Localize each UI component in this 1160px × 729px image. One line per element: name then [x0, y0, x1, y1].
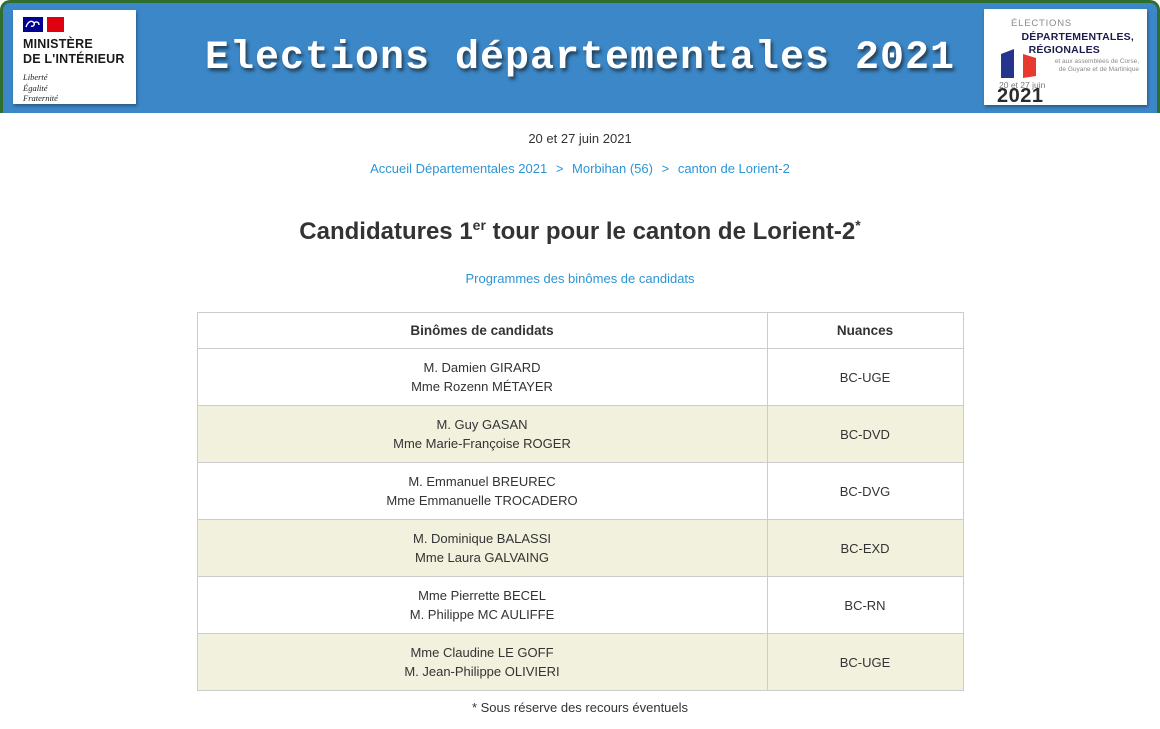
table-header-row: Binômes de candidats Nuances: [196, 312, 964, 349]
candidate-name: Mme Claudine LE GOFF: [410, 645, 554, 660]
column-header-nuances: Nuances: [766, 312, 964, 349]
page-title-ordinal: er: [472, 217, 486, 233]
breadcrumb: Accueil Départementales 2021 > Morbihan …: [0, 161, 1160, 176]
table-row: M. Dominique BALASSI Mme Laura GALVAING …: [196, 519, 964, 577]
ministry-name-line1: MINISTÈRE: [23, 37, 93, 51]
footnote: * Sous réserve des recours éventuels: [471, 700, 689, 715]
page-title-prefix: Candidatures 1: [299, 218, 473, 245]
candidate-name: Mme Emmanuelle TROCADERO: [386, 493, 578, 508]
candidate-name: M. Guy GASAN: [436, 417, 528, 432]
programs-line: Programmes des binômes de candidats: [0, 271, 1160, 286]
candidate-name: M. Emmanuel BREUREC: [408, 474, 556, 489]
elections-logo-line1: ÉLECTIONS: [1011, 18, 1073, 29]
election-dates: 20 et 27 juin 2021: [528, 131, 632, 146]
candidate-name: M. Damien GIRARD: [423, 360, 541, 375]
candidate-name: M. Jean-Philippe OLIVIERI: [404, 664, 560, 679]
header-banner: MINISTÈRE DE L'INTÉRIEUR Liberté Égalité…: [0, 0, 1160, 113]
page-title: Candidatures 1er tour pour le canton de …: [0, 217, 1160, 246]
candidate-name: M. Philippe MC AULIFFE: [409, 607, 555, 622]
banner-title: Elections départementales 2021: [204, 35, 956, 81]
elections-logo-year: 2021: [997, 85, 1044, 107]
elections-2021-logo: ÉLECTIONS DÉPARTEMENTALES, RÉGIONALES et…: [984, 9, 1147, 107]
elections-logo-subline2: de Guyane et de Martinique: [1058, 66, 1139, 73]
motto-egalite: Égalité: [23, 82, 48, 93]
breadcrumb-separator: >: [555, 161, 564, 176]
breadcrumb-link-morbihan[interactable]: Morbihan (56): [572, 161, 653, 176]
candidate-name: Mme Pierrette BECEL: [418, 588, 546, 603]
ministry-logo: MINISTÈRE DE L'INTÉRIEUR Liberté Égalité…: [13, 10, 136, 104]
table-row: M. Guy GASAN Mme Marie-Françoise ROGER B…: [196, 405, 964, 463]
candidate-name: Mme Rozenn MÉTAYER: [411, 379, 553, 394]
programs-link[interactable]: Programmes des binômes de candidats: [465, 271, 695, 286]
nuance-cell: BC-RN: [766, 576, 964, 634]
ministry-motto: Liberté Égalité Fraternité: [23, 72, 136, 104]
motto-fraternite: Fraternité: [23, 93, 58, 103]
candidate-name: Mme Marie-Françoise ROGER: [393, 436, 571, 451]
elections-logo-line3: RÉGIONALES: [1028, 44, 1100, 56]
elections-logo-line2: DÉPARTEMENTALES,: [1021, 31, 1134, 43]
candidates-table: Binômes de candidats Nuances M. Damien G…: [196, 312, 964, 691]
breadcrumb-link-canton[interactable]: canton de Lorient-2: [677, 161, 790, 176]
candidate-name: Mme Laura GALVAING: [415, 550, 549, 565]
page-title-suffix: tour pour le canton de Lorient-2: [485, 218, 856, 245]
table-row: Mme Claudine LE GOFF M. Jean-Philippe OL…: [196, 633, 964, 691]
nuance-cell: BC-UGE: [766, 348, 964, 406]
table-row: Mme Pierrette BECEL M. Philippe MC AULIF…: [196, 576, 964, 634]
elections-logo-subline1: et aux assemblées de Corse,: [1054, 58, 1139, 65]
candidates-cell: Mme Pierrette BECEL M. Philippe MC AULIF…: [196, 576, 768, 634]
candidates-cell: Mme Claudine LE GOFF M. Jean-Philippe OL…: [196, 633, 768, 691]
breadcrumb-link-accueil[interactable]: Accueil Départementales 2021: [370, 161, 548, 176]
ministry-name-line2: DE L'INTÉRIEUR: [23, 52, 125, 66]
nuance-cell: BC-EXD: [766, 519, 964, 577]
waving-french-flag-icon: [1001, 49, 1036, 78]
candidates-cell: M. Guy GASAN Mme Marie-Françoise ROGER: [196, 405, 768, 463]
nuance-cell: BC-UGE: [766, 633, 964, 691]
motto-liberte: Liberté: [23, 72, 48, 82]
candidates-cell: M. Dominique BALASSI Mme Laura GALVAING: [196, 519, 768, 577]
candidates-cell: M. Emmanuel BREUREC Mme Emmanuelle TROCA…: [196, 462, 768, 520]
elections-logo-dates: 20 et 27 juin: [999, 80, 1046, 90]
candidate-name: M. Dominique BALASSI: [412, 531, 551, 546]
breadcrumb-separator: >: [661, 161, 670, 176]
french-flag-marianne-icon: [23, 17, 64, 32]
table-row: M. Damien GIRARD Mme Rozenn MÉTAYER BC-U…: [196, 348, 964, 406]
nuance-cell: BC-DVD: [766, 405, 964, 463]
candidates-cell: M. Damien GIRARD Mme Rozenn MÉTAYER: [196, 348, 768, 406]
nuance-cell: BC-DVG: [766, 462, 964, 520]
page-title-asterisk: *: [855, 217, 861, 233]
column-header-binomes: Binômes de candidats: [196, 312, 768, 349]
table-row: M. Emmanuel BREUREC Mme Emmanuelle TROCA…: [196, 462, 964, 520]
